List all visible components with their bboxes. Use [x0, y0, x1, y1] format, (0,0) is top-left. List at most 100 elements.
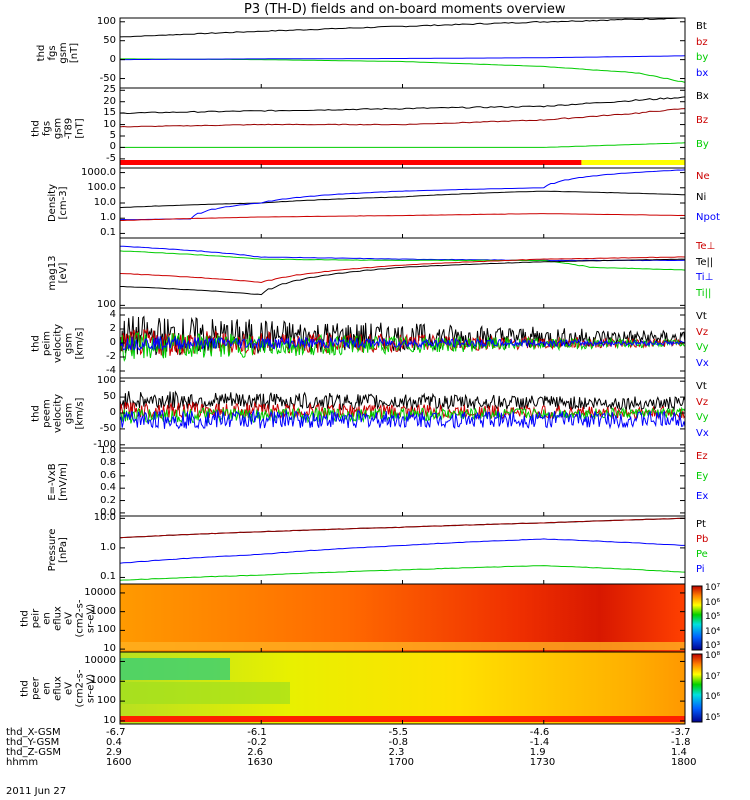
ephemeris-value: 2.6	[247, 747, 264, 758]
ephemeris-row-label: thd_X-GSM	[6, 727, 61, 738]
y-tick-label: 0.8	[100, 457, 116, 469]
panel-frame-p1	[119, 17, 686, 89]
legend-p1-2: by	[696, 52, 709, 63]
legend-p3-0: Ne	[696, 171, 710, 182]
y-axis-label-line: (cm2-s-	[74, 599, 86, 637]
y-tick-label: 1.0	[100, 541, 116, 553]
spectrogram-mid-band	[120, 682, 290, 704]
spectrogram-low-flux-band	[120, 658, 230, 680]
y-axis-label-line: [mV/m]	[58, 463, 69, 501]
y-axis-label-p1: thd fgs gsm [nT]	[36, 18, 80, 88]
series-p2-Bx	[119, 96, 686, 115]
y-axis-label-line: peer	[30, 676, 42, 700]
y-axis-label-line: en	[41, 681, 53, 695]
y-axis-label-line: fgs	[47, 45, 58, 61]
y-axis-label-line: [nT]	[69, 42, 80, 64]
legend-p5-2: Vy	[696, 342, 709, 353]
y-axis-label-line: fgs	[41, 120, 53, 136]
y-tick-label: 100	[96, 299, 116, 311]
ephemeris-value: -6.7	[106, 727, 126, 738]
series-p4-Te⊥	[119, 256, 686, 284]
series-p2-By	[120, 142, 686, 148]
y-tick-label: 0.2	[100, 494, 116, 506]
legend-p8-1: Pb	[696, 534, 709, 545]
colorbar-tick-label: 10⁸	[705, 651, 721, 661]
legend-p5-0: Vt	[696, 311, 707, 322]
legend-p7-2: Ex	[696, 491, 709, 502]
y-axis-label-line: eV	[63, 681, 75, 695]
y-tick-label: -5	[106, 152, 116, 164]
y-axis-label-line: Pressure	[47, 528, 58, 572]
y-axis-label-line: [cm-3]	[58, 186, 69, 220]
legend-p4-2: Ti⊥	[696, 272, 714, 283]
y-axis-label-line: peem	[41, 398, 53, 428]
panel-frame-p8	[119, 515, 686, 585]
y-tick-label: 100	[96, 375, 116, 387]
panel-frame-p7	[119, 447, 686, 517]
y-tick-label: 1000	[90, 675, 116, 687]
legend-p8-3: Pi	[696, 564, 705, 575]
y-tick-label: 100	[96, 624, 116, 636]
series-p4-Ti||	[119, 250, 686, 271]
y-tick-label: 1.0	[100, 445, 116, 457]
panel-frame-p2	[119, 87, 686, 169]
series-p6-Vy	[119, 406, 686, 425]
y-axis-label-line: thd	[19, 609, 31, 627]
y-axis-label-p3: Density [cm-3]	[47, 168, 69, 238]
colorbar-p9	[691, 585, 703, 651]
y-axis-label-line: gsm	[63, 332, 75, 354]
colorbar-tick-label: 10⁵	[705, 612, 721, 622]
panel-frame-p3	[119, 167, 686, 239]
legend-p8-2: Pe	[696, 549, 708, 560]
ephemeris-value: -0.2	[247, 737, 267, 748]
colorbar-tick-label: 10⁶	[705, 692, 721, 703]
series-p5-Vx	[119, 335, 686, 352]
series-p1-by	[120, 58, 686, 83]
panel-frame-p4	[119, 237, 686, 309]
y-tick-label: 0	[109, 407, 116, 418]
y-tick-label: 0.4	[100, 482, 116, 494]
y-axis-label-line: mag13	[47, 255, 58, 291]
legend-p8-0: Pt	[696, 519, 706, 530]
date-label: 2011 Jun 27	[6, 786, 67, 797]
y-axis-label-line: thd	[30, 334, 42, 352]
colorbar-p10	[691, 653, 703, 723]
legend-p3-1: Ni	[696, 191, 707, 203]
y-tick-label: 10	[103, 118, 116, 130]
legend-p5-1: Vz	[696, 326, 709, 338]
legend-p2-2: By	[696, 139, 709, 150]
y-tick-label: -50	[99, 72, 116, 84]
y-axis-label-line: velocity	[52, 393, 64, 433]
y-axis-label-line: gsm	[63, 402, 75, 424]
colorbar-tick-label: 10³	[705, 641, 721, 651]
y-axis-label-line: E=-VxB	[47, 463, 58, 501]
y-axis-label-line: -T89	[63, 117, 75, 139]
y-tick-label: 10000	[84, 586, 116, 598]
colorbar-tick-label: 10⁷	[705, 671, 721, 682]
ephemeris-value: 2.9	[106, 747, 122, 758]
ephemeris-value: 1.4	[671, 747, 687, 758]
series-p1-Bt	[119, 17, 685, 38]
y-tick-label: 0.0	[100, 506, 116, 518]
y-axis-label-line: [km/s]	[74, 327, 86, 359]
y-tick-label: 20	[103, 95, 116, 107]
ephemeris-row-label: thd_Y-GSM	[6, 737, 60, 748]
y-axis-label-line: (cm2-s-	[74, 669, 86, 707]
y-tick-label: 100	[96, 695, 116, 707]
ephemeris-row-label: hhmm	[6, 757, 39, 768]
y-tick-label: -2	[106, 351, 116, 362]
legend-p6-3: Vx	[696, 427, 709, 439]
series-p1-bx	[120, 55, 686, 61]
y-axis-label-line: [eV]	[58, 262, 69, 284]
legend-p1-0: Bt	[696, 21, 707, 32]
legend-p1-1: bz	[696, 36, 708, 48]
y-tick-label: -50	[99, 422, 116, 434]
legend-p7-1: Ey	[696, 471, 709, 482]
y-axis-label-p7: E=-VxB [mV/m]	[47, 448, 69, 516]
y-tick-label: 1.0	[100, 212, 116, 224]
y-axis-label-p10: thd peer en eflux eV (cm2-s-sr-eV)	[20, 652, 97, 724]
ephemeris-value: -1.4	[529, 737, 550, 748]
y-tick-label: 0.1	[100, 227, 116, 239]
